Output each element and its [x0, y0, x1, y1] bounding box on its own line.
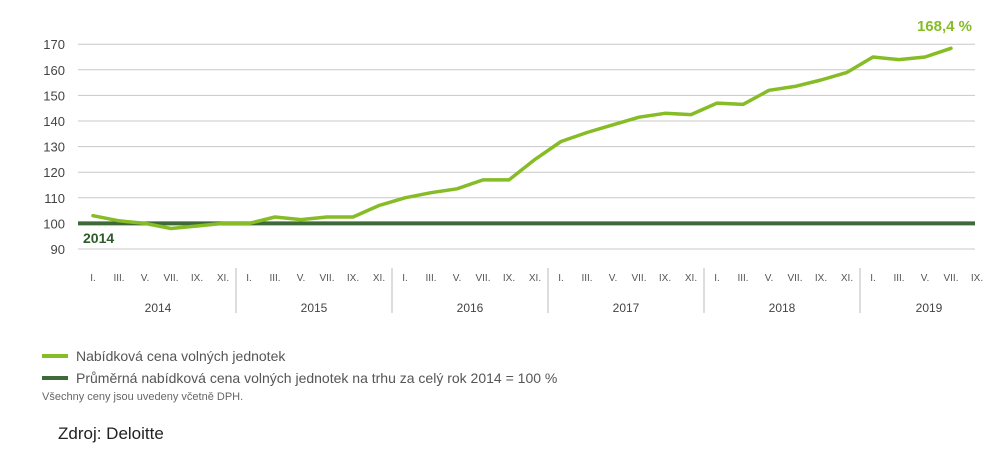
- x-tick-label: VII.: [319, 273, 334, 284]
- legend-label: Průměrná nabídková cena volných jednotek…: [76, 370, 558, 386]
- x-tick-label: III.: [737, 273, 748, 284]
- grid-lines: [78, 43, 975, 250]
- x-tick-label: IX.: [347, 273, 359, 284]
- legend: Nabídková cena volných jednotek Průměrná…: [42, 345, 557, 403]
- x-tick-label: I.: [558, 273, 564, 284]
- x-tick-label: I.: [402, 273, 408, 284]
- x-tick-label: XI.: [841, 273, 853, 284]
- baseline-label: 2014: [83, 230, 114, 246]
- x-tick-label: XI.: [685, 273, 697, 284]
- x-tick-label: V.: [921, 273, 930, 284]
- legend-label: Nabídková cena volných jednotek: [76, 348, 286, 364]
- x-tick-label: III.: [893, 273, 904, 284]
- x-axis: I. III. V. VII. IX. XI. 2014 I. III. V. VII. IX. XI.…: [90, 268, 983, 315]
- x-tick-label: IX.: [971, 273, 983, 284]
- y-tick-label: 140: [43, 114, 65, 129]
- legend-item-offer-price: Nabídková cena volných jednotek: [42, 345, 557, 367]
- legend-swatch-dark-green: [42, 376, 68, 380]
- year-label: 2017: [613, 301, 640, 315]
- y-tick-label: 110: [44, 191, 65, 206]
- x-tick-label: III.: [269, 273, 280, 284]
- x-tick-label: XI.: [529, 273, 541, 284]
- x-tick-label: IX.: [659, 273, 671, 284]
- x-tick-label: V.: [453, 273, 462, 284]
- x-tick-label: V.: [765, 273, 774, 284]
- price-note: Všechny ceny jsou uvedeny včetně DPH.: [42, 391, 244, 403]
- x-tick-label: I.: [90, 273, 96, 284]
- x-tick-label: XI.: [217, 273, 229, 284]
- x-tick-label: III.: [113, 273, 124, 284]
- x-tick-label: V.: [609, 273, 618, 284]
- x-tick-label: III.: [425, 273, 436, 284]
- year-label: 2019: [916, 301, 943, 315]
- legend-swatch-light-green: [42, 354, 68, 358]
- year-label: 2018: [769, 301, 796, 315]
- y-tick-label: 150: [43, 88, 65, 103]
- x-tick-label: VII.: [787, 273, 802, 284]
- year-label: 2014: [145, 301, 172, 315]
- x-tick-label: XI.: [373, 273, 385, 284]
- y-tick-label: 120: [43, 165, 65, 180]
- series-line-offer-price: [91, 46, 953, 231]
- x-tick-label: VII.: [631, 273, 646, 284]
- x-tick-label: VII.: [943, 273, 958, 284]
- x-tick-label: I.: [870, 273, 876, 284]
- x-tick-label: IX.: [503, 273, 515, 284]
- y-axis-ticks: 90 100 110 120 130 140 150 160 170: [43, 37, 65, 257]
- x-tick-label: V.: [141, 273, 150, 284]
- x-tick-label: IX.: [815, 273, 827, 284]
- x-tick-label: IX.: [191, 273, 203, 284]
- x-tick-label: VII.: [475, 273, 490, 284]
- y-tick-label: 170: [43, 37, 65, 52]
- x-tick-label: III.: [581, 273, 592, 284]
- x-tick-label: I.: [246, 273, 252, 284]
- end-value-label: 168,4 %: [917, 18, 972, 35]
- year-label: 2015: [301, 301, 328, 315]
- x-tick-label: I.: [714, 273, 720, 284]
- x-tick-label: V.: [297, 273, 306, 284]
- source-credit: Zdroj: Deloitte: [58, 424, 164, 443]
- legend-item-baseline: Průměrná nabídková cena volných jednotek…: [42, 367, 557, 389]
- y-tick-label: 100: [43, 216, 65, 231]
- y-tick-label: 90: [51, 242, 65, 257]
- x-tick-label: VII.: [163, 273, 178, 284]
- y-tick-label: 160: [43, 63, 65, 78]
- y-tick-label: 130: [43, 140, 65, 155]
- year-label: 2016: [457, 301, 484, 315]
